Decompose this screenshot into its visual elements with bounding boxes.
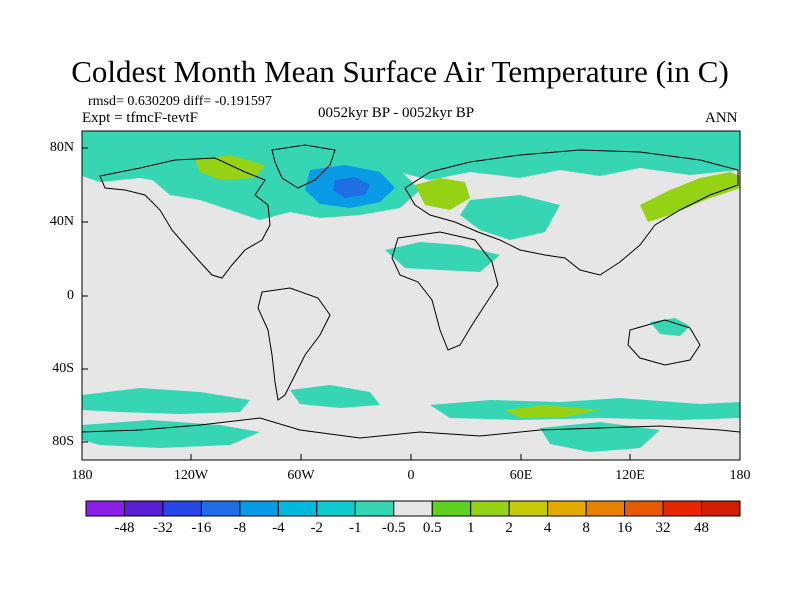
coastline-north-america [99,157,271,279]
colorbar-label: -4 [272,520,285,536]
lon-label-60e: 60E [509,468,533,483]
colorbar-label: -0.5 [381,520,406,536]
colorbar-swatch [200,500,241,517]
colorbar-swatch [431,500,472,517]
colorbar-label: -2 [310,520,324,536]
colorbar-swatch [547,500,587,517]
map-ticks [81,147,741,460]
colorbar-label: 16 [617,520,633,536]
lat-label-80s: 80S [52,434,74,449]
anomaly-southern-warm [505,405,600,418]
coastline-eurasia [404,149,739,276]
colorbar-swatch [123,500,164,517]
period-label: 0052kyr BP - 0052kyr BP [318,105,475,121]
colorbar-label: 1 [466,520,475,536]
anomaly-greenland-warm [195,155,265,180]
lon-label-180e: 180 [729,468,751,483]
anomaly-australia-cool [650,318,690,336]
anomaly-subtropical-atlantic [385,242,500,272]
colorbar-label: 32 [655,520,671,536]
colorbar-swatch [162,500,202,517]
coastline-australia [627,319,701,366]
colorbar-swatch [393,500,433,517]
lat-label-40s: 40S [52,361,74,376]
coastline-antarctica [82,417,740,439]
anomaly-europe-warm [415,178,470,210]
coastline-africa [391,231,499,351]
colorbar-swatch [701,500,741,517]
lat-label-40n: 40N [49,214,74,229]
coastline-south-america [257,287,331,401]
lat-label-0: 0 [67,288,74,303]
experiment-label: Expt = tfmcF-tevtF [82,110,198,126]
colorbar-label: -48 [114,520,135,536]
anomaly-north-atlantic-center [333,177,370,198]
stats-label: rmsd= 0.630209 diff= -0.191597 [88,94,272,109]
colorbar-label: -16 [191,520,212,536]
colorbar-swatch [316,500,356,517]
anomaly-east-asia-warm [640,172,740,222]
colorbar-swatch [239,500,279,517]
colorbar-label: -1 [349,520,362,536]
season-label: ANN [705,110,738,126]
colorbar-swatch [85,500,125,517]
lon-label-180w: 180 [71,468,93,483]
colorbar-swatch [470,500,510,517]
lon-label-60w: 60W [287,468,315,483]
colorbar-label: 2 [505,520,513,536]
lon-label-120w: 120W [173,468,209,483]
anomaly-southern-ocean-mid [290,385,380,408]
colorbar-label: -8 [233,520,247,536]
colorbar-swatch [624,500,664,517]
lon-label-0: 0 [407,468,415,483]
page-title: Coldest Month Mean Surface Air Temperatu… [71,54,729,89]
colorbar-swatch [277,500,318,517]
anomaly-asia [460,195,560,240]
colorbar-swatch [354,500,395,517]
lon-label-120e: 120E [615,468,645,483]
lat-label-80n: 80N [49,140,74,155]
coastline-greenland [271,144,336,189]
colorbar-label: -32 [152,520,173,536]
anomaly-antarctic-ross [82,420,260,448]
coastlines [82,144,740,439]
colorbar-label: 48 [694,520,710,536]
colorbar-swatch [508,500,549,517]
colorbar-swatch [585,500,626,517]
colorbar-label: 0.5 [422,520,442,536]
anomaly-southern-ocean-west [82,388,250,414]
colorbar-swatch [662,500,703,517]
colorbar-label: 8 [582,520,590,536]
anomaly-field [82,131,740,452]
colorbar-label: 4 [543,520,552,536]
